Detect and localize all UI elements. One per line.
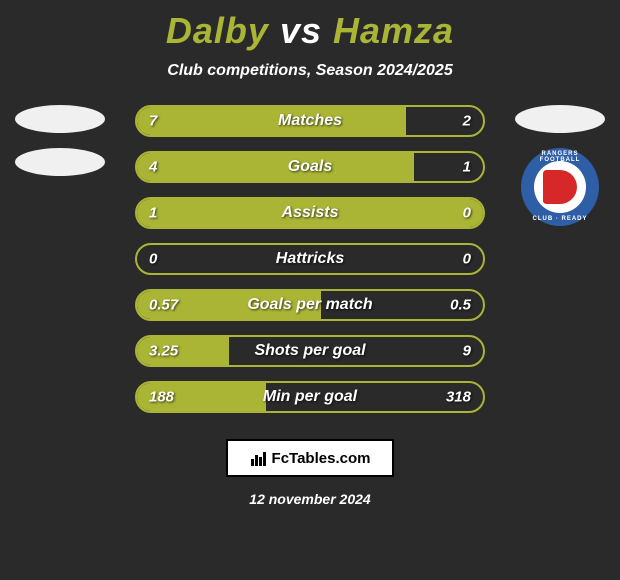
rangers-crest-icon: RANGERS FOOTBALL CLUB · READY [521,148,599,226]
club-badge-placeholder-icon [15,148,105,176]
stat-right-value: 0.5 [450,297,471,314]
stat-left-value: 1 [149,205,157,222]
stat-right-value: 1 [463,159,471,176]
rangers-ring-text-bottom: CLUB · READY [521,216,599,222]
left-club-badges [10,105,110,176]
stat-left-value: 7 [149,113,157,130]
stat-left-value: 4 [149,159,157,176]
stat-right-value: 0 [463,251,471,268]
branding-label: FcTables.com [272,450,371,467]
branding-box[interactable]: FcTables.com [226,439,394,477]
stat-label: Shots per goal [254,342,365,360]
stat-label: Goals [288,158,332,176]
club-badge-placeholder-icon [515,105,605,133]
stat-left-value: 3.25 [149,343,178,360]
stat-bar: 4 Goals 1 [135,151,485,183]
bar-chart-icon [250,449,268,467]
club-badge-placeholder-icon [15,105,105,133]
bars-host: 7Matches24Goals11Assists00Hattricks00.57… [135,105,485,427]
stat-label: Min per goal [263,388,357,406]
stat-right-value: 2 [463,113,471,130]
stat-bar: 3.25 Shots per goal 9 [135,335,485,367]
card-subtitle: Club competitions, Season 2024/2025 [167,62,452,80]
stat-label: Hattricks [276,250,344,268]
stat-bar: 1 Assists 0 [135,197,485,229]
player1-name: Dalby [166,10,269,51]
stat-bar: 0.57 Goals per match 0.5 [135,289,485,321]
stat-right-value: 9 [463,343,471,360]
card-title: Dalby vs Hamza [166,10,454,52]
rangers-ring: RANGERS FOOTBALL CLUB · READY [521,148,599,226]
player2-name: Hamza [333,10,454,51]
date-label: 12 november 2024 [249,491,370,507]
stat-label: Goals per match [247,296,372,314]
vs-separator: vs [280,10,322,51]
stat-left-value: 0.57 [149,297,178,314]
stat-left-value: 0 [149,251,157,268]
comparison-card: Dalby vs Hamza Club competitions, Season… [0,0,620,580]
stat-bar: 7 Matches 2 [135,105,485,137]
rangers-inner-circle [534,161,586,213]
stat-left-value: 188 [149,389,174,406]
stat-label: Matches [278,112,342,130]
stat-bar: 0 Hattricks 0 [135,243,485,275]
stat-right-value: 318 [446,389,471,406]
stat-bar-fill [137,153,414,181]
stat-bar-fill [137,107,406,135]
bars-area: RANGERS FOOTBALL CLUB · READY 7 Matches 2 4… [0,105,620,427]
stat-label: Assists [282,204,339,222]
rangers-lion-icon [543,170,577,204]
stat-bar: 188 Min per goal 318 [135,381,485,413]
right-club-badges: RANGERS FOOTBALL CLUB · READY [510,105,610,226]
stat-right-value: 0 [463,205,471,222]
